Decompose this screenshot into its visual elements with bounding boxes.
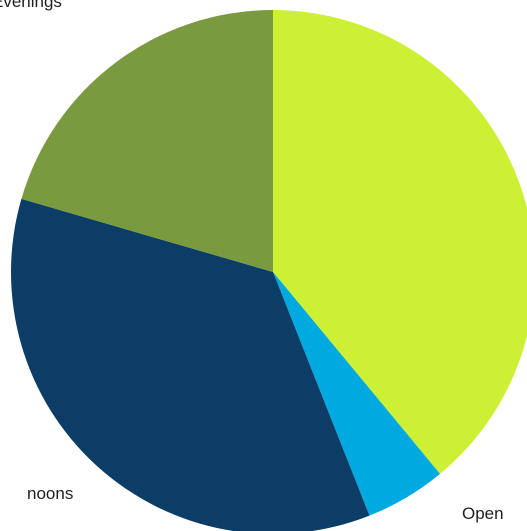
pie-slice-slice-1 — [273, 10, 527, 474]
pie-slice-afternoons — [11, 198, 370, 531]
slice-label-open: Open — [462, 504, 504, 523]
pie-slice-evenings — [21, 9, 274, 273]
pie-labels: Evenings Open noons — [0, 0, 504, 523]
pie-slices — [11, 9, 527, 531]
slice-label-evenings: Evenings — [0, 0, 62, 11]
pie-slice-open — [273, 272, 441, 516]
slice-label-afternoons: noons — [27, 484, 73, 503]
